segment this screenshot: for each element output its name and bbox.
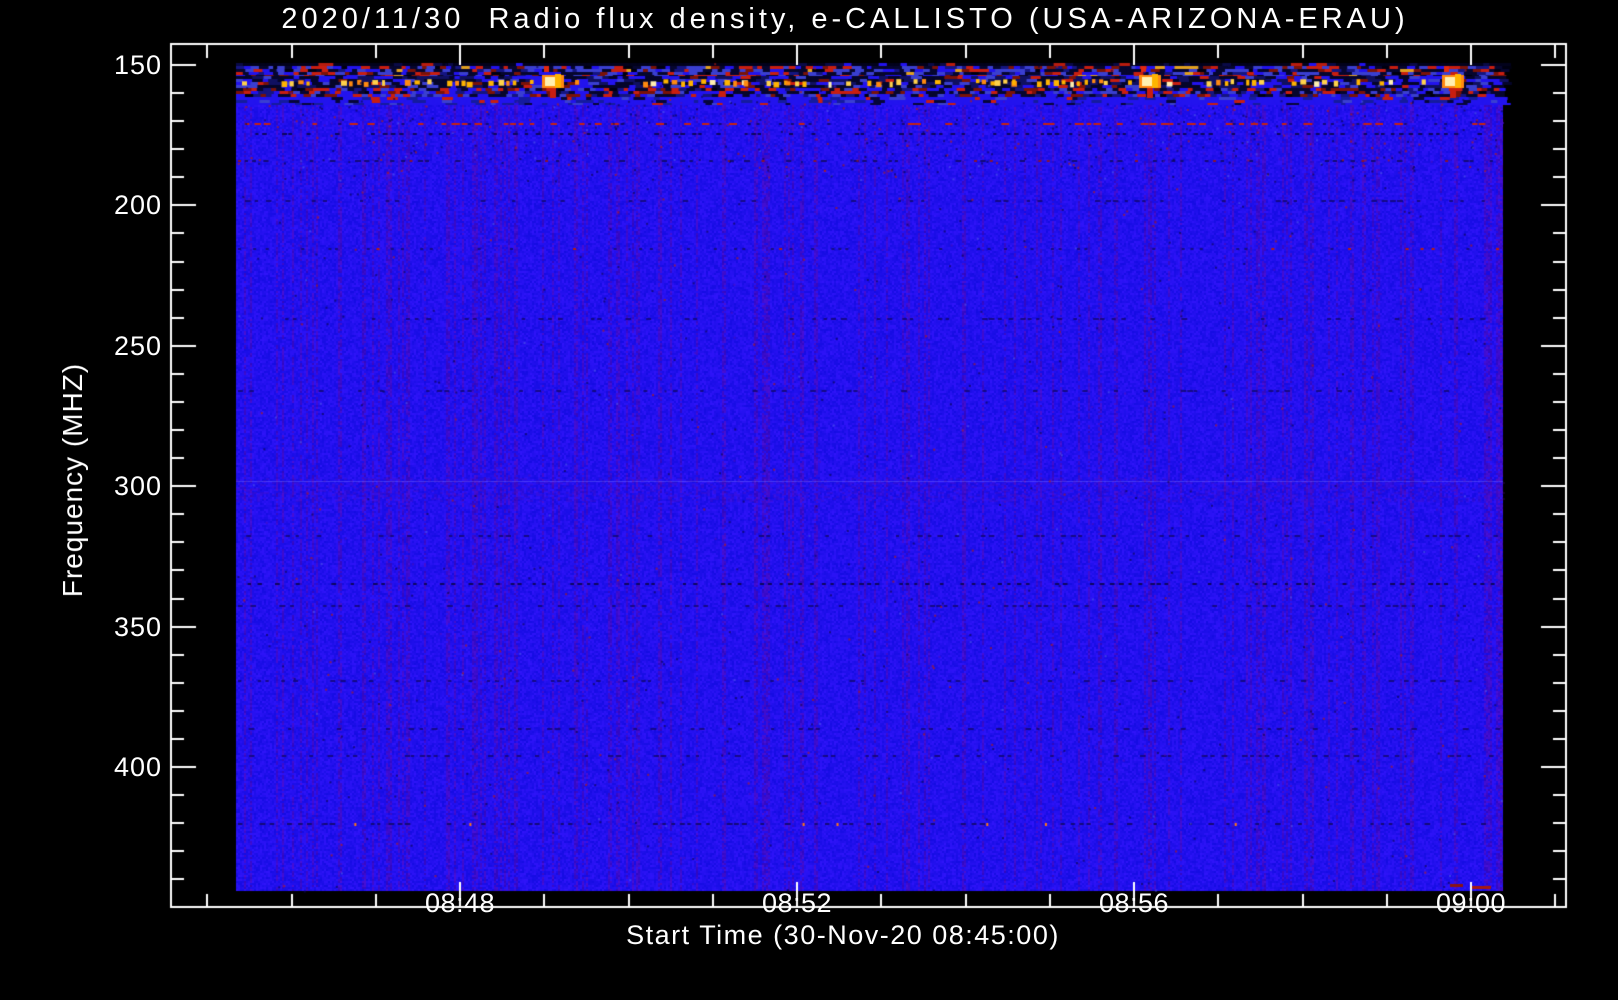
x-tick-label: 09:00	[1435, 888, 1507, 918]
y-tick-label: 350	[113, 612, 162, 642]
x-tick-label: 08:56	[1098, 888, 1170, 918]
chart-title: 2020/11/30 Radio flux density, e-CALLIST…	[281, 3, 1409, 35]
y-tick-label: 200	[113, 190, 162, 220]
y-tick-label: 300	[113, 471, 162, 501]
y-tick-label: 400	[113, 752, 162, 782]
x-tick-label: 08:48	[424, 888, 496, 918]
x-axis-title: Start Time (30-Nov-20 08:45:00)	[626, 920, 1060, 950]
y-tick-label: 150	[113, 50, 162, 80]
x-tick-label: 08:52	[761, 888, 833, 918]
y-tick-label: 250	[113, 331, 162, 361]
